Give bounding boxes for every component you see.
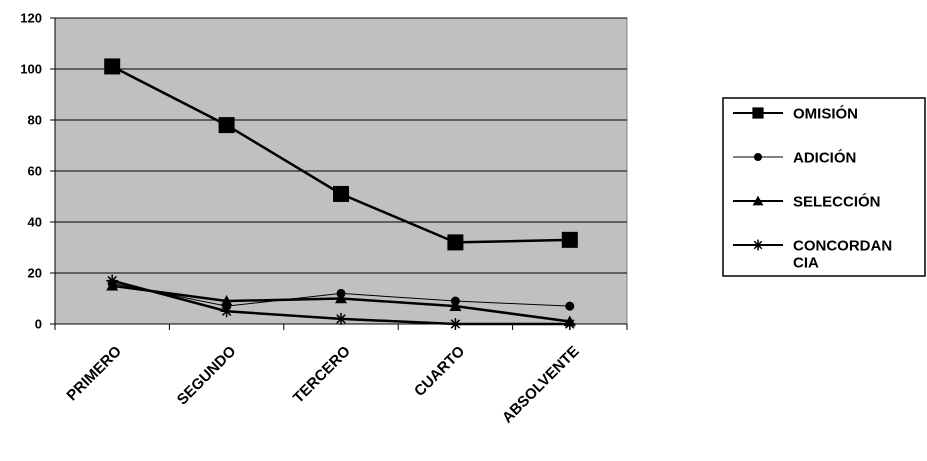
legend-label: SELECCIÓN [793,193,881,211]
data-point-omision [104,58,121,75]
data-point-seleccion [449,300,462,311]
y-tick-label: 0 [35,317,42,332]
series-concordancia [106,274,576,330]
x-category-label: CUARTO [411,343,468,400]
legend-marker [753,152,763,162]
series-layer [104,58,578,330]
data-point-omision [333,185,349,202]
data-point-concordancia [106,274,119,287]
legend-marker [752,107,764,119]
legend-marker [752,239,764,251]
x-category-label: ABSOLVENTE [499,343,583,427]
data-point-concordancia [563,318,576,330]
legend-item-adicion: ADICIÓN [733,149,856,167]
data-point-omision [218,117,235,134]
data-point-adicion [565,301,575,311]
x-category-label: PRIMERO [63,343,125,405]
x-category-label: TERCERO [290,343,354,407]
legend-item-concordancia: CONCORDAN CIA [733,238,892,272]
data-point-concordancia [220,305,233,318]
legend-label: CONCORDAN CIA [793,238,892,272]
gridlines [55,17,627,274]
y-tick-label: 80 [28,113,42,128]
legend-item-omision: OMISIÓN [733,105,858,123]
legend-label: ADICIÓN [793,149,856,167]
series-omision [104,58,578,251]
data-point-concordancia [335,312,347,325]
legend-marker [752,195,764,206]
data-point-omision [561,231,578,248]
y-tick-label: 20 [28,266,42,281]
legend-item-seleccion: SELECCIÓN [733,193,881,211]
data-point-concordancia [449,318,462,330]
data-point-seleccion [335,292,347,304]
legend-label: OMISIÓN [793,105,858,123]
y-tick-label: 60 [28,164,42,179]
legend: OMISIÓN ADICIÓN SELECCIÓN CONCORDAN CIA [722,97,926,277]
y-tick-label: 40 [28,215,42,230]
y-tick-label: 120 [20,11,42,26]
y-tick-label: 100 [20,62,42,77]
data-point-seleccion [220,295,233,306]
x-category-label: SEGUNDO [174,343,240,409]
data-point-omision [447,234,464,251]
